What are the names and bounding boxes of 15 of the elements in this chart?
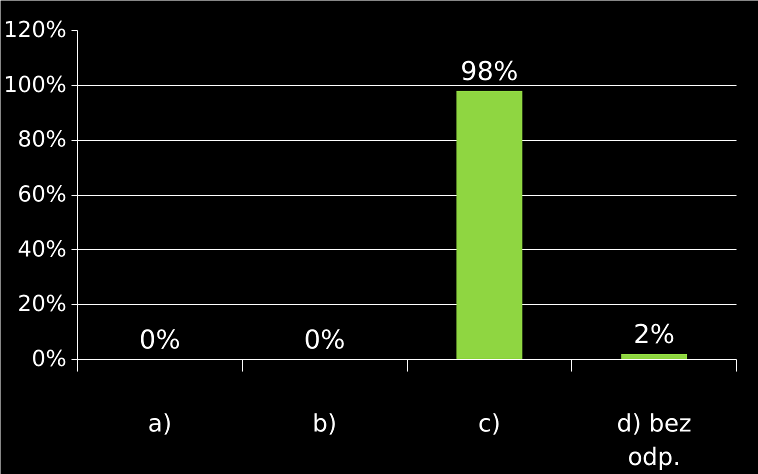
x-tick-label: c): [478, 410, 501, 438]
y-tick-label: 0%: [32, 347, 67, 372]
data-label: 98%: [460, 56, 518, 87]
y-tick-label: 100%: [4, 72, 67, 98]
data-label: 0%: [139, 326, 180, 356]
data-label: 0%: [304, 326, 346, 356]
data-label: 2%: [634, 320, 675, 350]
y-tick-label: 40%: [18, 237, 67, 262]
x-tick-label: a): [148, 410, 172, 438]
y-tick-label: 80%: [18, 128, 67, 153]
x-tick-label: b): [312, 410, 337, 438]
y-tick-label: 20%: [18, 292, 67, 318]
y-tick-label: 120%: [4, 18, 67, 43]
y-tick-label: 60%: [18, 182, 67, 208]
x-tick-label: d) bez odp.: [616, 410, 692, 472]
